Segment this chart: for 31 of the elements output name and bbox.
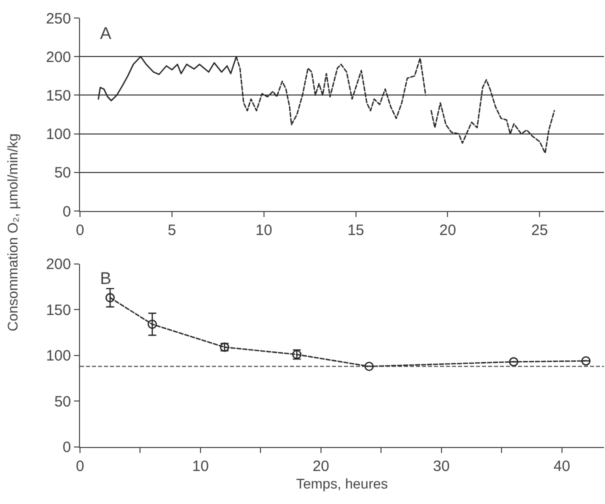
annotation: A: [100, 24, 112, 43]
x-tick-label: 15: [347, 222, 364, 240]
x-tick-label: 20: [439, 222, 456, 240]
y-tick-label: 250: [46, 10, 71, 28]
x-tick-label: 10: [256, 222, 272, 240]
y-tick-label: 50: [54, 164, 71, 182]
x-tick-label: 20: [312, 458, 330, 475]
point: [509, 357, 518, 366]
point: [148, 320, 157, 329]
y-tick-label: 150: [46, 87, 71, 104]
y-tick-label: 200: [46, 48, 71, 66]
y-tick-label: 0: [62, 203, 71, 220]
x-axis-title: Temps, heures: [296, 475, 388, 492]
point: [105, 293, 115, 302]
point: [364, 362, 374, 372]
y-tick-label: 50: [54, 393, 71, 410]
x-tick-label: 30: [433, 458, 450, 475]
x-tick-label: 0: [76, 458, 84, 475]
x-tick-label: 5: [168, 222, 176, 240]
y-tick-label: 0: [62, 439, 71, 456]
point: [581, 356, 591, 366]
x-tick-label: 10: [192, 458, 209, 475]
y-tick-label: 150: [46, 302, 71, 319]
annotation: B: [100, 269, 112, 288]
x-tick-label: 0: [76, 222, 84, 240]
y-tick-label: 200: [46, 256, 71, 274]
x-tick-label: 25: [531, 222, 548, 240]
y-tick-label: 100: [46, 126, 71, 144]
y-tick-label: 100: [46, 348, 71, 365]
x-tick-label: 40: [553, 458, 570, 475]
y-axis-title: Consommation O₂, µmol/min/kg: [4, 133, 20, 332]
